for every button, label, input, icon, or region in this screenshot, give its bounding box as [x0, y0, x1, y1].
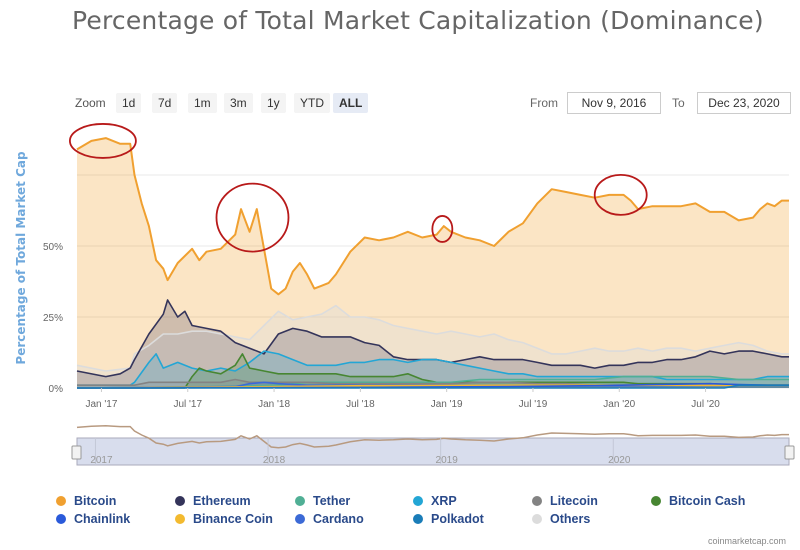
series-line-binance-coin[interactable] — [76, 384, 789, 389]
series-line-bitcoin-cash[interactable] — [77, 353, 789, 389]
area-bitcoin-cash — [77, 353, 789, 388]
to-date-input[interactable]: Dec 23, 2020 — [697, 92, 791, 114]
legend-dot-xrp — [413, 496, 423, 506]
x-axis-ticks: Jan '17 Jul '17 Jan '18 Jul '18 Jan '19 Jul '… — [85, 388, 720, 410]
chart-title: Percentage of Total Market Capitalizatio… — [72, 6, 764, 35]
legend-dot-polkadot — [413, 514, 423, 524]
legend-dot-chainlink — [56, 514, 66, 524]
series-line-xrp[interactable] — [77, 350, 789, 386]
navigator-label-2018: 2018 — [263, 455, 286, 466]
legend-dot-others — [532, 514, 542, 524]
area-bitcoin — [77, 138, 789, 388]
legend-item-tether[interactable]: Tether — [295, 494, 350, 508]
y-axis-ticks: 0% 25% 50% — [43, 242, 63, 395]
legend-item-chainlink[interactable]: Chainlink — [56, 512, 130, 526]
legend-item-litecoin[interactable]: Litecoin — [532, 494, 598, 508]
legend-dot-bitcoin-cash — [651, 496, 661, 506]
series-line-others[interactable] — [76, 304, 789, 372]
legend-item-others[interactable]: Others — [532, 512, 590, 526]
navigator-label-2020: 2020 — [608, 455, 631, 466]
from-date-input[interactable]: Nov 9, 2016 — [567, 92, 661, 114]
series-line-bitcoin[interactable] — [76, 137, 789, 296]
legend-label-chainlink: Chainlink — [74, 512, 131, 526]
legend-dot-bitcoin — [56, 496, 66, 506]
legend-item-bitcoin-cash[interactable]: Bitcoin Cash — [651, 494, 745, 508]
x-tick-label-jan-19: Jan '19 — [431, 399, 463, 410]
area-xrp — [77, 351, 789, 388]
legend-item-xrp[interactable]: XRP — [413, 494, 457, 508]
annotation-circle-2 — [215, 182, 290, 253]
navigator-label-2019: 2019 — [436, 455, 459, 466]
legend-dot-ethereum — [175, 496, 185, 506]
navigator-handle-left[interactable] — [71, 445, 82, 460]
legend-label-cardano: Cardano — [313, 512, 364, 526]
zoom-button-1y[interactable]: 1y — [261, 93, 286, 113]
zoom-button-all[interactable]: ALL — [333, 93, 369, 113]
legend-label-ethereum: Ethereum — [193, 494, 251, 508]
chart-series-lines — [76, 137, 789, 389]
x-tick-label-jul-17: Jul '17 — [173, 399, 202, 410]
x-tick-label-jul-19: Jul '19 — [519, 399, 548, 410]
x-tick-label-jan-20: Jan '20 — [603, 399, 635, 410]
x-tick-label-jul-18: Jul '18 — [346, 399, 375, 410]
area-others — [77, 305, 789, 388]
zoom-button-ytd[interactable]: YTD — [294, 93, 330, 113]
zoom-button-7d[interactable]: 7d — [152, 93, 178, 113]
zoom-label: Zoom — [75, 96, 106, 110]
annotation-circle-3 — [431, 215, 454, 243]
y-axis-label: Percentage of Total Market Cap — [14, 151, 28, 365]
navigator-handle-right[interactable] — [784, 445, 795, 460]
legend-dot-tether — [295, 496, 305, 506]
chart-series-areas — [77, 138, 789, 388]
legend-item-cardano[interactable]: Cardano — [295, 512, 364, 526]
navigator-label-2017: 2017 — [90, 455, 113, 466]
area-chainlink — [77, 383, 789, 388]
legend-item-bitcoin[interactable]: Bitcoin — [56, 494, 116, 508]
annotation-circles — [68, 123, 648, 253]
legend-item-binance-coin[interactable]: Binance Coin — [175, 512, 273, 526]
y-tick-label-50: 50% — [43, 242, 63, 253]
legend-label-litecoin: Litecoin — [550, 494, 598, 508]
x-tick-label-jul-20: Jul '20 — [691, 399, 720, 410]
legend-item-ethereum[interactable]: Ethereum — [175, 494, 251, 508]
legend-label-bitcoin-cash: Bitcoin Cash — [669, 494, 746, 508]
legend-label-polkadot: Polkadot — [431, 512, 484, 526]
zoom-button-1d[interactable]: 1d — [116, 93, 142, 113]
navigator[interactable]: 2017 2018 2019 2020 — [71, 425, 795, 466]
series-line-polkadot[interactable] — [77, 384, 789, 389]
legend-label-bitcoin: Bitcoin — [74, 494, 117, 508]
legend-label-others: Others — [550, 512, 591, 526]
from-label: From — [530, 96, 558, 110]
legend-dot-litecoin — [532, 496, 542, 506]
source-credit: coinmarketcap.com — [707, 536, 786, 546]
to-label: To — [672, 96, 685, 110]
legend-label-xrp: XRP — [431, 494, 457, 508]
x-tick-label-jan-18: Jan '18 — [258, 399, 290, 410]
series-line-ethereum[interactable] — [76, 299, 789, 378]
legend-label-binance-coin: Binance Coin — [193, 512, 273, 526]
legend-dot-binance-coin — [175, 514, 185, 524]
legend-label-tether: Tether — [313, 494, 351, 508]
x-tick-label-jan-17: Jan '17 — [85, 399, 117, 410]
legend-item-polkadot[interactable]: Polkadot — [413, 512, 484, 526]
y-tick-label-0: 0% — [49, 384, 64, 395]
legend-dot-cardano — [295, 514, 305, 524]
annotation-circle-4 — [593, 173, 648, 216]
zoom-button-1m[interactable]: 1m — [188, 93, 217, 113]
y-tick-label-25: 25% — [43, 313, 63, 324]
annotation-circle-1 — [68, 123, 137, 159]
navigator-series-line — [76, 425, 789, 449]
zoom-button-3m[interactable]: 3m — [224, 93, 253, 113]
